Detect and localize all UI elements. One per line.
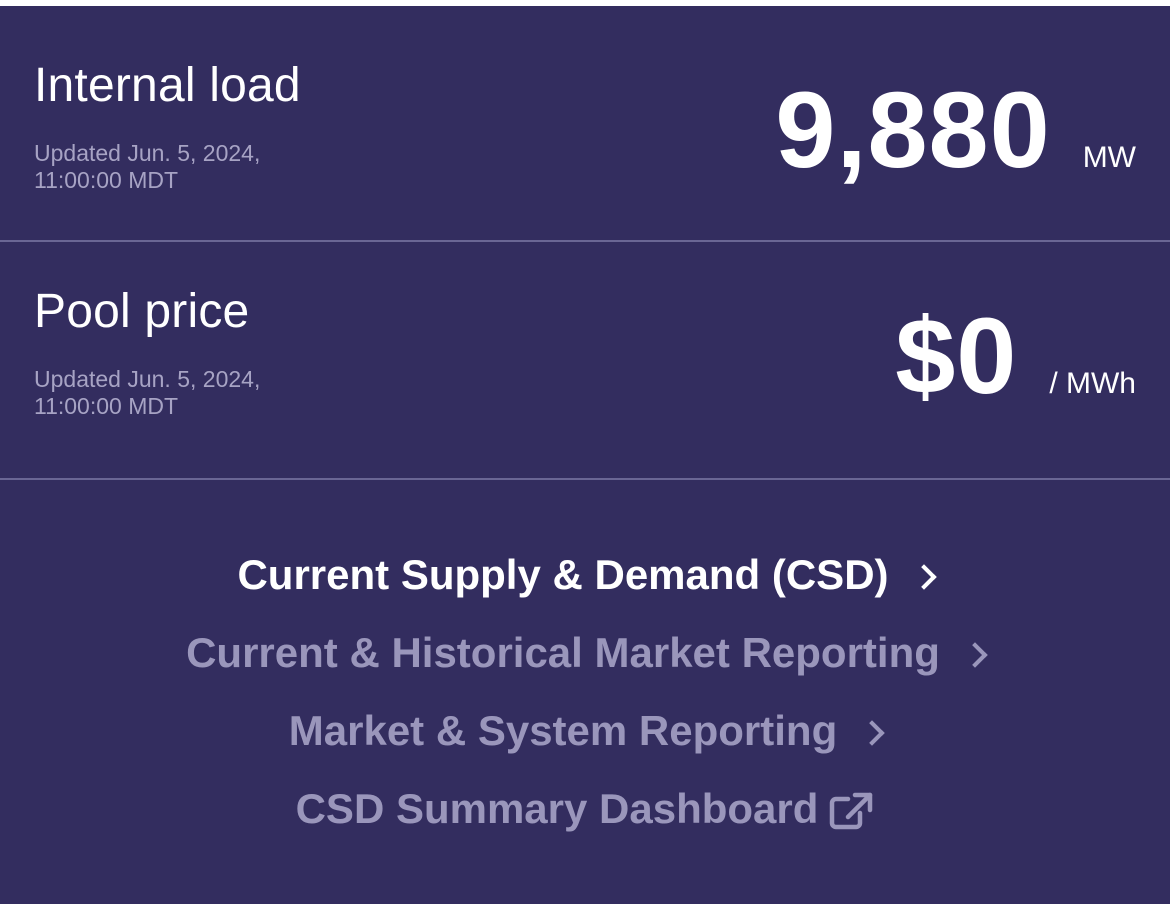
external-link-icon (830, 792, 873, 830)
pool-price-title: Pool price (34, 285, 250, 338)
internal-load-unit: MW (1082, 141, 1136, 174)
pool-price-updated: Updated Jun. 5, 2024, 11:00:00 MDT (34, 366, 261, 419)
chevron-right-icon (910, 564, 937, 590)
section-divider (0, 240, 1170, 242)
link-label: CSD Summary Dashboard (295, 785, 819, 832)
pool-price-unit: / MWh (1049, 367, 1136, 400)
internal-load-title: Internal load (34, 59, 301, 112)
link-current-supply-demand[interactable]: Current Supply & Demand (CSD) (0, 536, 1170, 614)
pool-price-value: $0 (895, 295, 1018, 416)
internal-load-updated: Updated Jun. 5, 2024, 11:00:00 MDT (34, 140, 261, 193)
link-label: Current Supply & Demand (CSD) (237, 551, 889, 598)
pool-price-reading: $0 / MWh (895, 302, 1136, 410)
internal-load-value: 9,880 (775, 69, 1051, 190)
chevron-right-icon (859, 720, 885, 746)
chevron-right-icon (962, 642, 988, 668)
link-label: Current & Historical Market Reporting (186, 629, 940, 676)
section-divider (0, 478, 1170, 480)
internal-load-section: Internal load Updated Jun. 5, 2024, 11:0… (0, 6, 1170, 240)
report-links: Current Supply & Demand (CSD) Current & … (0, 536, 1170, 848)
link-current-historical-market-reporting[interactable]: Current & Historical Market Reporting (0, 614, 1170, 692)
link-label: Market & System Reporting (288, 707, 838, 754)
pool-price-section: Pool price Updated Jun. 5, 2024, 11:00:0… (0, 242, 1170, 476)
market-summary-panel: Internal load Updated Jun. 5, 2024, 11:0… (0, 6, 1170, 904)
internal-load-reading: 9,880 MW (775, 76, 1136, 184)
link-csd-summary-dashboard[interactable]: CSD Summary Dashboard (0, 770, 1170, 848)
link-market-system-reporting[interactable]: Market & System Reporting (0, 692, 1170, 770)
